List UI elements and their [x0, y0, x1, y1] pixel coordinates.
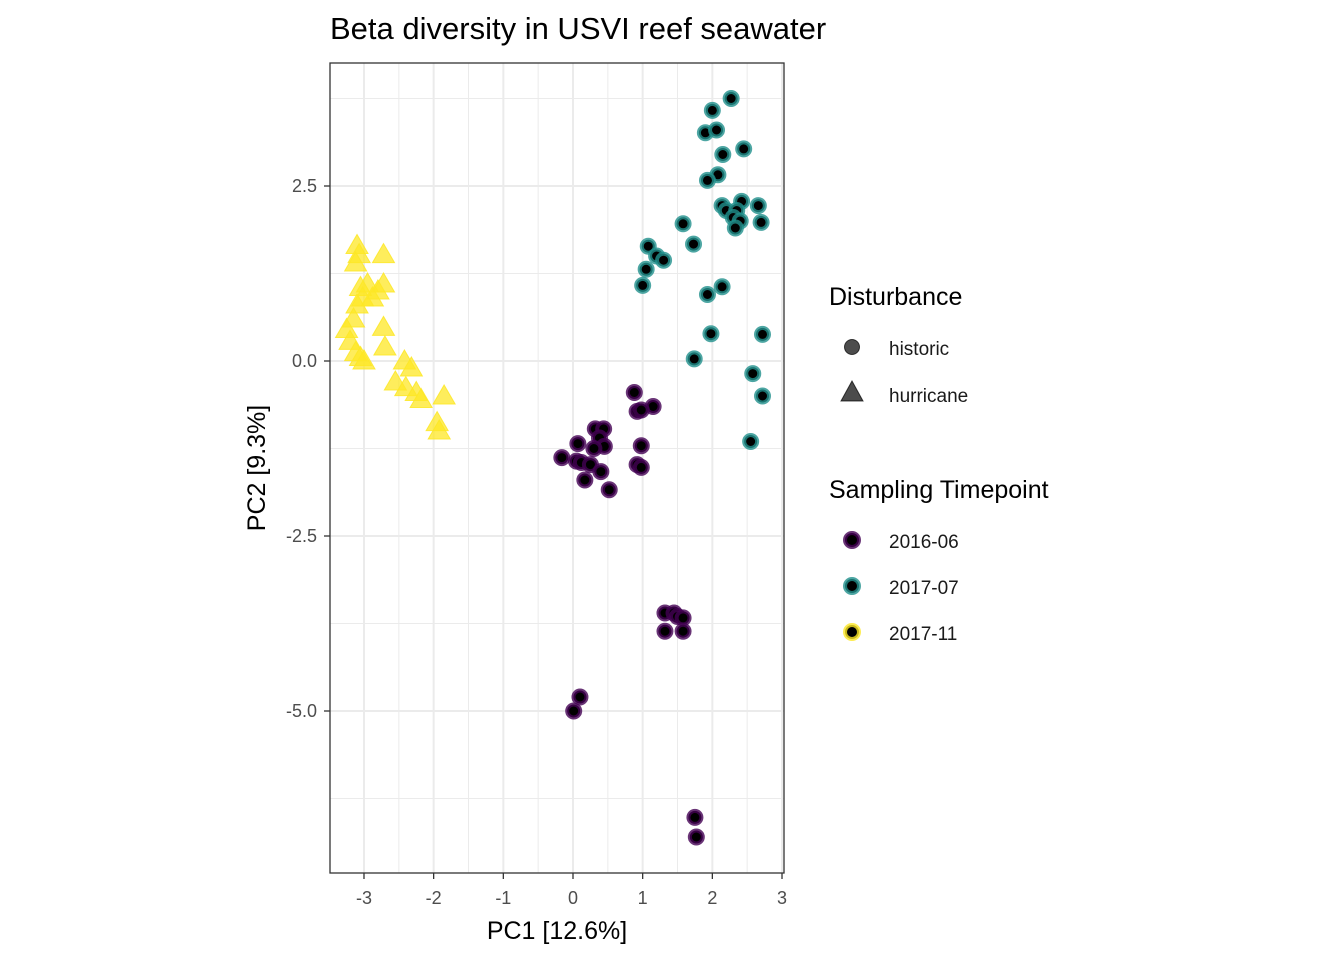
- legend: Disturbance historic hurricane Sampling …: [829, 283, 1049, 645]
- x-axis-title: PC1 [12.6%]: [487, 917, 627, 945]
- data-point-circle: [600, 481, 618, 499]
- data-point-triangle: [373, 335, 397, 356]
- data-point-circle: [592, 463, 610, 481]
- legend-key-2016-06-swatch: [843, 531, 861, 549]
- data-point-circle: [714, 146, 732, 163]
- legend-key-historic-circle: [844, 339, 860, 355]
- series-2017-07: [634, 90, 772, 450]
- legend-label-2017-11: 2017-11: [889, 624, 957, 645]
- data-point-triangle: [409, 387, 433, 408]
- legend-entry-2017-11: 2017-11: [843, 623, 957, 645]
- x-tick-label: 2: [707, 888, 717, 908]
- y-tick-label: -5.0: [286, 701, 317, 721]
- data-point-circle: [565, 702, 583, 720]
- data-point-circle: [744, 365, 762, 383]
- gridlines: [330, 63, 784, 873]
- data-point-circle: [674, 609, 692, 627]
- data-point-circle: [571, 688, 589, 706]
- data-point-circle: [585, 440, 603, 457]
- x-tick-label: 3: [777, 888, 787, 908]
- data-point-circle: [632, 458, 650, 476]
- data-point-circle: [752, 213, 770, 231]
- legend-title-sampling-timepoint: Sampling Timepoint: [829, 476, 1049, 504]
- data-point-circle: [553, 449, 571, 467]
- x-tick-label: -2: [426, 888, 442, 908]
- data-point-circle: [742, 433, 760, 450]
- data-point-circle: [687, 828, 705, 846]
- data-point-triangle: [432, 384, 456, 405]
- plot-panel-border: [329, 62, 785, 874]
- data-point-triangle: [352, 349, 376, 370]
- data-point-circle: [632, 401, 650, 419]
- data-point-triangle: [360, 286, 385, 307]
- series-2017-11: [334, 233, 456, 440]
- y-axis-title: PC2 [9.3%]: [243, 405, 271, 531]
- data-point-circle: [754, 387, 772, 405]
- data-points: [334, 90, 772, 846]
- data-point-circle: [576, 471, 594, 489]
- series-2016-06: [553, 384, 705, 846]
- y-tick-label: 0.0: [292, 351, 317, 371]
- color-legend-entries: 2016-06 2017-07 2017-11: [843, 531, 959, 645]
- x-tick-label: -1: [495, 888, 511, 908]
- data-point-circle: [634, 276, 652, 294]
- data-point-circle: [655, 251, 673, 269]
- legend-key-hurricane-triangle: [840, 379, 864, 402]
- data-point-triangle: [343, 251, 368, 272]
- data-point-circle: [702, 325, 720, 343]
- data-point-triangle: [427, 419, 452, 440]
- x-tick-label: 0: [568, 888, 578, 908]
- data-point-circle: [569, 435, 587, 453]
- plot-background: [330, 63, 784, 873]
- data-point-circle: [698, 286, 716, 303]
- legend-entry-2016-06: 2016-06: [843, 531, 959, 553]
- data-point-triangle: [371, 242, 396, 264]
- x-tick-label: -3: [356, 888, 372, 908]
- data-point-circle: [754, 325, 772, 343]
- legend-label-2017-07: 2017-07: [889, 578, 959, 599]
- data-point-circle: [749, 197, 767, 215]
- y-tick-label: 2.5: [292, 176, 317, 196]
- data-point-circle: [708, 121, 726, 139]
- data-point-circle: [713, 278, 731, 296]
- data-point-circle: [674, 215, 692, 233]
- data-point-triangle: [399, 356, 424, 377]
- data-point-circle: [698, 171, 716, 189]
- legend-title-disturbance: Disturbance: [829, 283, 962, 311]
- legend-label-hurricane: hurricane: [889, 386, 968, 407]
- legend-label-2016-06: 2016-06: [889, 532, 959, 553]
- legend-key-2017-07-swatch: [843, 577, 861, 595]
- data-point-circle: [674, 622, 692, 640]
- data-point-circle: [726, 219, 744, 237]
- data-point-circle: [735, 140, 753, 158]
- axis-ticks: -3 -2 -1 0 1 2 3 -5.0 -2.5 0.0 2.5: [286, 176, 787, 908]
- data-point-circle: [625, 384, 643, 401]
- data-point-circle: [637, 260, 655, 278]
- data-point-circle: [722, 90, 740, 107]
- legend-entry-2017-07: 2017-07: [843, 577, 959, 599]
- legend-entry-hurricane: hurricane: [840, 379, 968, 407]
- x-tick-label: 1: [638, 888, 648, 908]
- y-tick-label: -2.5: [286, 526, 317, 546]
- chart-title: Beta diversity in USVI reef seawater: [330, 11, 826, 46]
- legend-label-historic: historic: [889, 339, 949, 360]
- data-point-circle: [685, 350, 703, 368]
- data-point-circle: [703, 101, 721, 119]
- data-point-circle: [632, 437, 650, 455]
- legend-key-2017-11-swatch: [843, 623, 861, 641]
- data-point-triangle: [371, 315, 396, 336]
- legend-entry-historic: historic: [844, 339, 949, 360]
- data-point-circle: [686, 808, 704, 826]
- data-point-circle: [656, 622, 674, 640]
- data-point-circle: [685, 235, 703, 253]
